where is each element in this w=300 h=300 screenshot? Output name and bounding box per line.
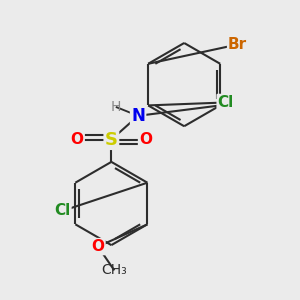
Text: Br: Br <box>228 37 247 52</box>
Text: H: H <box>111 100 121 114</box>
Text: Cl: Cl <box>54 203 70 218</box>
Text: O: O <box>92 239 104 254</box>
Text: O: O <box>139 132 152 147</box>
Text: CH₃: CH₃ <box>101 263 127 278</box>
Text: Cl: Cl <box>218 95 234 110</box>
Text: N: N <box>131 107 145 125</box>
Text: S: S <box>105 130 118 148</box>
Text: O: O <box>71 132 84 147</box>
